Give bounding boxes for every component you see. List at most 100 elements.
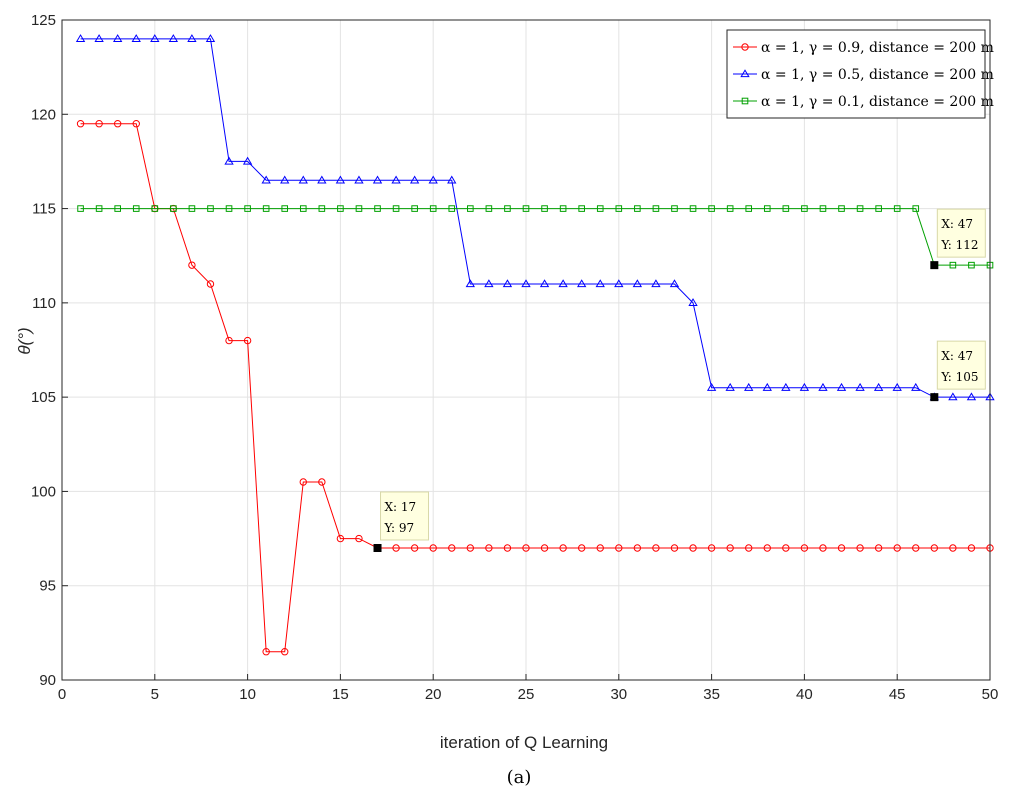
data-point [391, 175, 401, 184]
y-tick-label: 125 [31, 12, 56, 29]
legend-entry: α = 1, γ = 0.9, distance = 200 m [733, 40, 994, 56]
data-point [410, 544, 419, 552]
data-point [836, 382, 847, 391]
data-point [558, 279, 568, 288]
data-point [708, 205, 715, 212]
data-point [485, 544, 493, 552]
data-point [502, 279, 513, 288]
x-tick-label: 20 [425, 686, 442, 703]
data-point [521, 279, 531, 288]
datatip: X: 47 Y: 112 [930, 208, 986, 270]
data-point [262, 205, 270, 212]
data-point [706, 382, 717, 391]
figure-caption: (a) [507, 767, 532, 788]
data-point [261, 175, 271, 184]
data-point [837, 544, 846, 552]
datatip-y: Y: 112 [940, 238, 978, 252]
data-point [559, 205, 567, 212]
data-point [893, 544, 901, 552]
data-point [763, 205, 771, 212]
legend-box [726, 29, 986, 119]
data-point [188, 261, 196, 269]
data-point [577, 544, 586, 552]
data-point [281, 648, 289, 656]
data-point [168, 34, 179, 43]
legend-label: α = 1, γ = 0.5, distance = 200 m [761, 67, 994, 83]
data-point [652, 544, 660, 552]
data-point [188, 205, 196, 212]
data-point [856, 544, 864, 552]
data-point [595, 279, 605, 288]
datatip-y: Y: 105 [940, 370, 978, 384]
data-point [447, 175, 457, 184]
data-point [113, 120, 122, 128]
legend: α = 1, γ = 0.9, distance = 200 m α = 1, γ… [726, 29, 994, 119]
series-3 [77, 205, 994, 269]
data-point [225, 336, 233, 345]
datatip: X: 47 Y: 105 [930, 340, 986, 402]
data-point [540, 544, 549, 552]
data-point [355, 205, 363, 212]
data-point [409, 175, 420, 184]
data-point [781, 382, 791, 391]
data-point [298, 175, 308, 184]
data-point [337, 205, 344, 212]
data-point [689, 205, 697, 212]
data-point [912, 205, 920, 212]
data-point [151, 205, 159, 212]
data-point [688, 298, 698, 307]
data-point [948, 392, 958, 401]
x-tick-label: 30 [610, 686, 627, 703]
data-point [484, 279, 494, 288]
data-point [615, 205, 623, 212]
legend-label: α = 1, γ = 0.9, distance = 200 m [761, 40, 994, 56]
data-point [800, 544, 809, 552]
x-tick-label: 50 [982, 686, 999, 703]
y-tick-label: 95 [39, 578, 56, 595]
y-tick-label: 120 [31, 106, 56, 123]
data-point [374, 205, 381, 212]
x-tick-label: 15 [332, 686, 349, 703]
x-tick-label: 0 [58, 686, 66, 703]
data-point [522, 544, 530, 552]
data-point [94, 34, 104, 43]
data-point [782, 544, 790, 552]
datatip-marker [373, 544, 382, 552]
x-tick-label: 25 [518, 686, 535, 703]
data-point [541, 205, 548, 212]
datatip-marker [930, 261, 939, 270]
x-tick-label: 40 [796, 686, 813, 703]
data-point [689, 544, 697, 552]
data-point [670, 544, 679, 552]
data-point [651, 279, 661, 288]
data-point [150, 34, 160, 43]
data-point [596, 544, 604, 552]
data-point [949, 544, 957, 552]
datatip-x: X: 17 [385, 500, 417, 514]
data-point [392, 544, 400, 552]
y-tick-label: 115 [32, 201, 56, 218]
data-point [968, 261, 975, 269]
data-point [206, 280, 215, 288]
data-point [465, 279, 475, 288]
data-point [503, 544, 512, 552]
data-point [281, 205, 289, 212]
data-point [131, 34, 141, 43]
data-point [467, 205, 474, 212]
x-axis-ticks: 0 5 10 15 20 25 30 35 40 45 50 [58, 674, 999, 703]
data-point [372, 175, 383, 184]
data-point [893, 205, 901, 212]
data-point [243, 336, 252, 345]
data-point [205, 34, 216, 43]
y-axis-label: θ(°) [15, 327, 34, 354]
data-point [76, 120, 85, 128]
data-point [875, 205, 882, 212]
data-point [966, 392, 977, 401]
data-point [485, 205, 493, 212]
data-point [726, 205, 734, 212]
data-point [873, 382, 884, 391]
datatip-box [936, 340, 986, 390]
data-point [299, 478, 307, 486]
data-point [874, 544, 883, 552]
